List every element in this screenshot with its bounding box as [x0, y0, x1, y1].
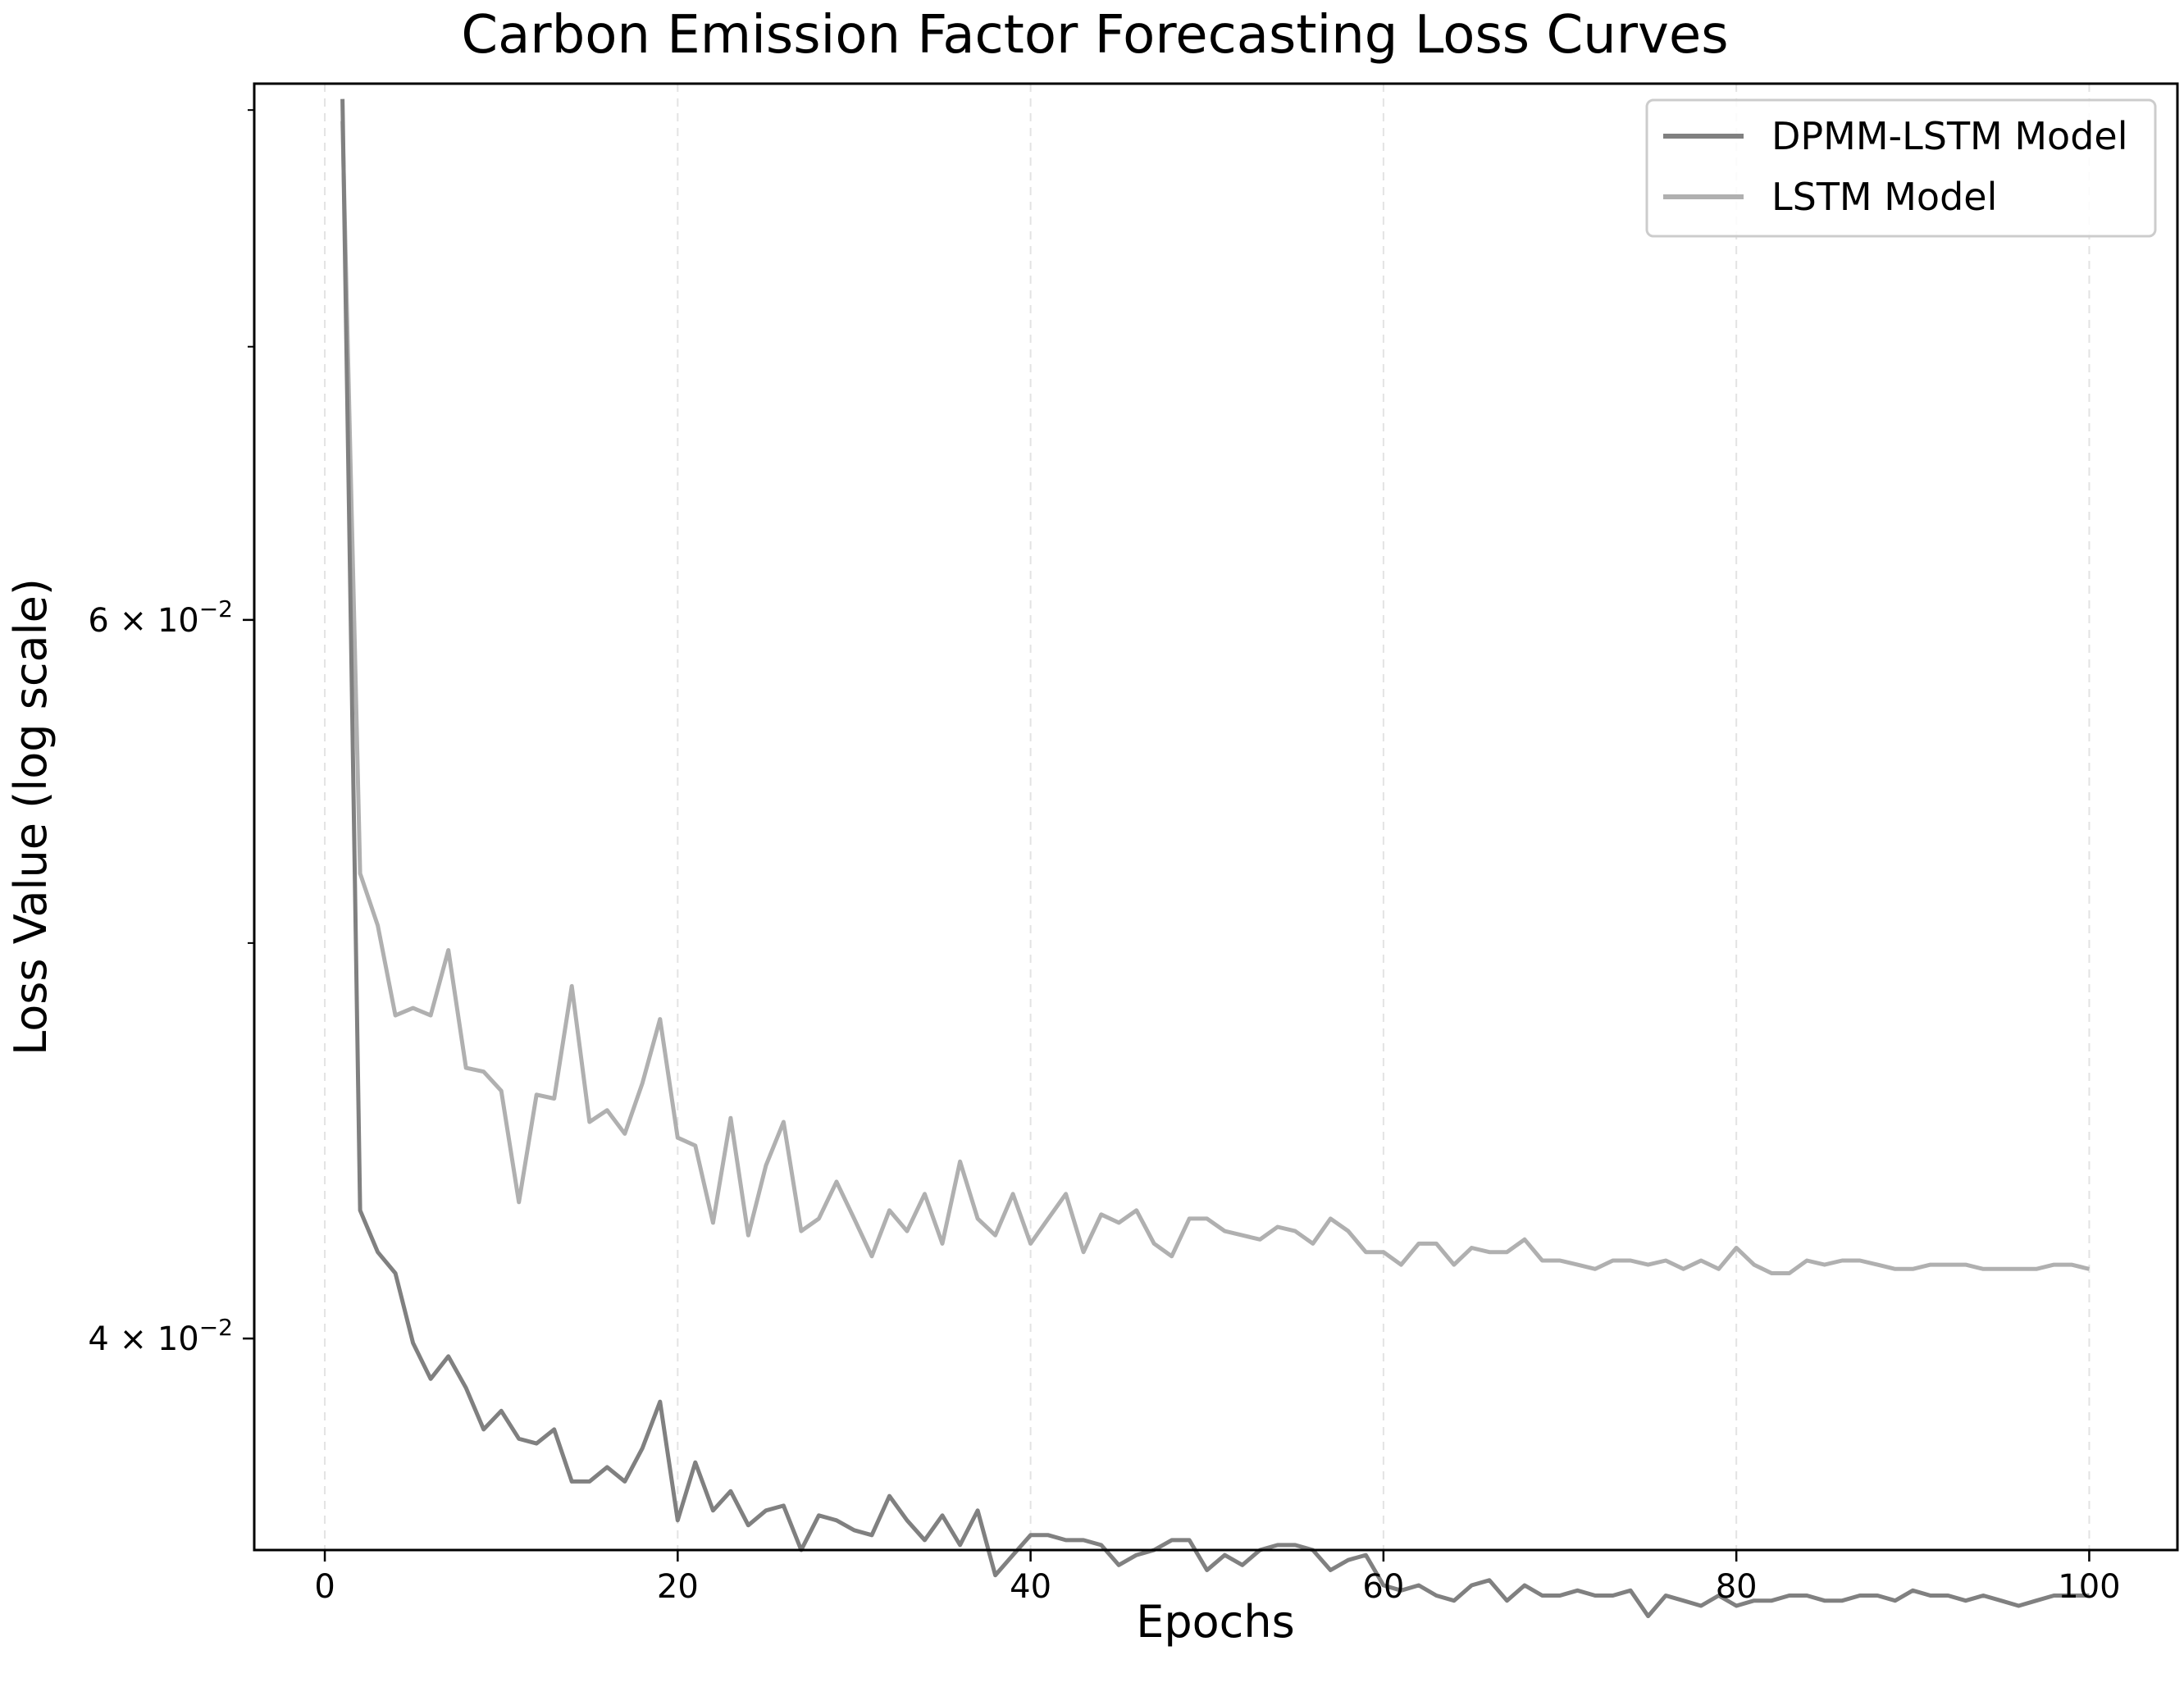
- legend: DPMM-LSTM Model LSTM Model: [1645, 98, 2157, 238]
- x-tick-label: 40: [1010, 1568, 1051, 1606]
- y-tick-label: 4 × 10−2: [88, 1314, 233, 1358]
- x-tick-label: 100: [2058, 1568, 2120, 1606]
- plot-frame: [253, 82, 2179, 1552]
- y-axis-ticks: 4 × 10−2 6 × 10−2: [88, 109, 254, 1358]
- y-tick-label: 6 × 10−2: [88, 595, 233, 640]
- grid-lines: [324, 84, 2091, 1550]
- legend-label-dpmm-lstm: DPMM-LSTM Model: [1771, 114, 2127, 158]
- chart-title: Carbon Emission Factor Forecasting Loss …: [461, 5, 1728, 66]
- x-tick-label: 0: [314, 1568, 335, 1606]
- series-line-dpmm-lstm: [340, 98, 2090, 1619]
- x-tick-label: 60: [1362, 1568, 1404, 1606]
- x-tick-label: 20: [657, 1568, 699, 1606]
- y-axis-title: Loss Value (log scale): [5, 578, 57, 1056]
- legend-label-lstm: LSTM Model: [1771, 175, 1997, 219]
- x-axis-ticks: 0 20 40 60 80 100: [314, 1550, 2121, 1606]
- series-line-lstm: [340, 121, 2090, 1275]
- x-axis-title: Epochs: [1136, 1596, 1294, 1648]
- x-tick-label: 80: [1716, 1568, 1758, 1606]
- legend-box: [1645, 98, 2157, 238]
- series-lines: [340, 98, 2090, 1619]
